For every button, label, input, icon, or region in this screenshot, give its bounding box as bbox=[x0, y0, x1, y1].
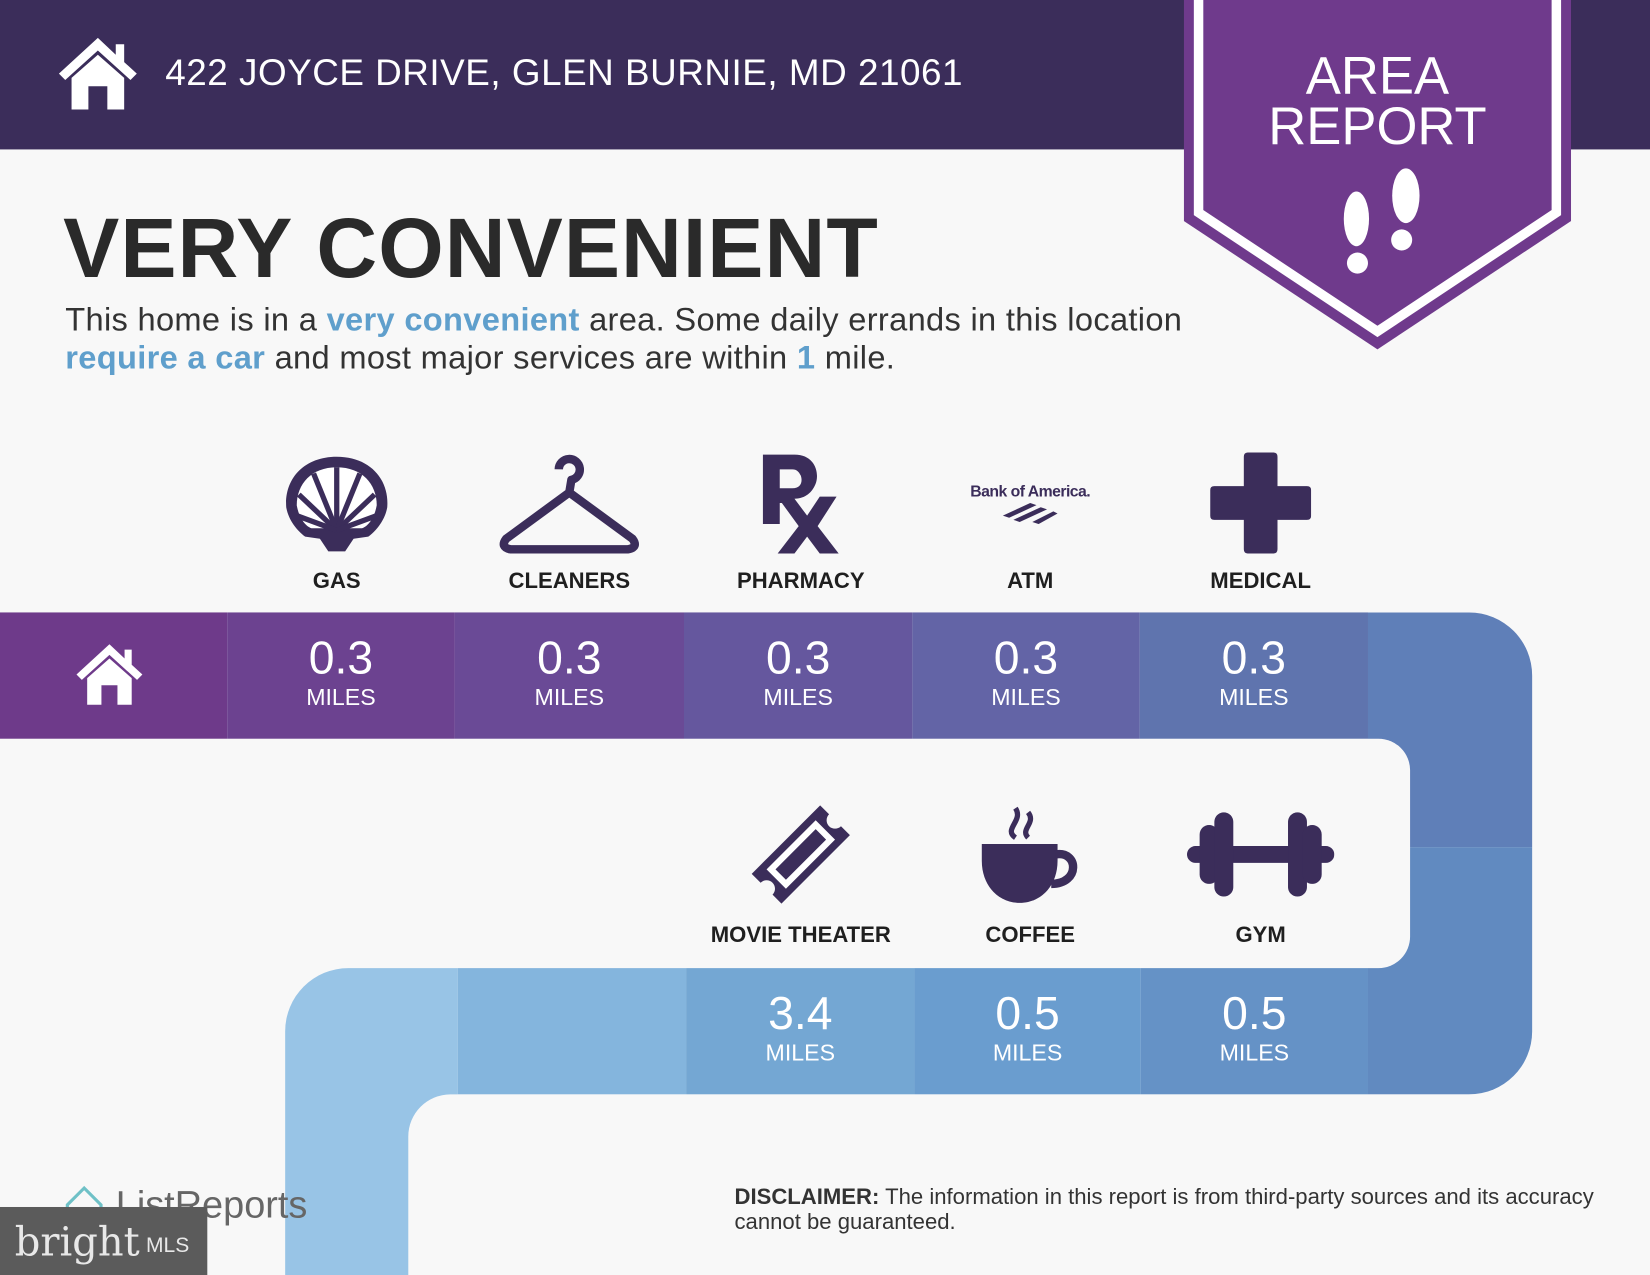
summary-part: mile. bbox=[815, 338, 896, 376]
category-label-medical: MEDICAL bbox=[1210, 569, 1311, 594]
bright-mls-watermark: bright MLS bbox=[0, 1206, 208, 1275]
coffee-cup-icon bbox=[916, 802, 1145, 907]
summary-part: and most major services are within bbox=[265, 338, 797, 376]
area-report-badge bbox=[1183, 0, 1572, 350]
distance-value: 0.3 bbox=[765, 632, 831, 684]
distance-cell-pharmacy: 0.3 MILES bbox=[683, 612, 913, 739]
distance-value: 0.5 bbox=[1222, 988, 1287, 1040]
distance-unit: MILES bbox=[991, 683, 1061, 711]
distance-unit: MILES bbox=[306, 683, 376, 711]
summary-part: This home is in a bbox=[65, 300, 327, 338]
summary-highlight: very convenient bbox=[326, 300, 580, 338]
distance-cell-movie-theater: 3.4 MILES bbox=[686, 968, 915, 1095]
category-label-gym: GYM bbox=[1235, 922, 1286, 948]
distance-cell-cleaners: 0.3 MILES bbox=[454, 612, 684, 739]
path-gap bbox=[0, 738, 1411, 969]
footprints-icon bbox=[1343, 168, 1420, 274]
distance-value: 0.3 bbox=[993, 632, 1059, 684]
disclaimer-text: The information in this report is from t… bbox=[734, 1184, 1594, 1235]
distance-value: 3.4 bbox=[768, 988, 833, 1040]
ticket-icon bbox=[686, 802, 915, 907]
badge-title: AREA REPORT bbox=[1184, 46, 1571, 156]
mls-text: MLS bbox=[145, 1234, 190, 1258]
disclaimer: DISCLAIMER: The information in this repo… bbox=[735, 1185, 1598, 1236]
distance-value: 0.3 bbox=[1221, 632, 1286, 684]
summary-part: area. Some daily errands in this locatio… bbox=[579, 300, 1183, 338]
shell-icon bbox=[222, 450, 451, 555]
category-label-pharmacy: PHARMACY bbox=[736, 569, 865, 594]
atm-logo-text: Bank of America. bbox=[970, 482, 1091, 501]
distance-unit: MILES bbox=[1219, 683, 1289, 711]
distance-unit: MILES bbox=[763, 683, 833, 711]
medical-cross-icon bbox=[1146, 450, 1375, 555]
path-gap bbox=[408, 1094, 1650, 1275]
distance-value: 0.5 bbox=[995, 988, 1060, 1040]
distance-unit: MILES bbox=[765, 1039, 836, 1066]
distance-value: 0.3 bbox=[308, 632, 374, 684]
path-segment bbox=[457, 968, 687, 1095]
rx-icon bbox=[684, 450, 913, 555]
distance-value: 0.3 bbox=[537, 632, 602, 684]
distance-cell-medical: 0.3 MILES bbox=[1139, 612, 1368, 739]
summary-highlight: 1 bbox=[796, 338, 816, 376]
category-label-cleaners: CLEANERS bbox=[508, 569, 631, 594]
property-address: 422 JOYCE DRIVE, GLEN BURNIE, MD 21061 bbox=[165, 52, 964, 94]
bright-text: bright bbox=[14, 1218, 140, 1265]
badge-line1: AREA bbox=[1305, 46, 1450, 106]
house-icon bbox=[76, 644, 143, 705]
category-label-gas: GAS bbox=[312, 569, 361, 594]
category-label-movie-theater: MOVIE THEATER bbox=[710, 922, 891, 948]
hanger-icon bbox=[455, 450, 684, 555]
distance-cell-gas: 0.3 MILES bbox=[227, 612, 455, 739]
distance-unit: MILES bbox=[1219, 1039, 1290, 1066]
distance-cell-gym: 0.5 MILES bbox=[1140, 968, 1368, 1095]
bank-of-america-logo: Bank of America. bbox=[916, 450, 1145, 555]
dumbbell-icon bbox=[1146, 802, 1375, 907]
category-label-coffee: COFFEE bbox=[985, 922, 1076, 948]
distance-cell-coffee: 0.5 MILES bbox=[914, 968, 1141, 1095]
distance-unit: MILES bbox=[992, 1039, 1063, 1066]
badge-line2: REPORT bbox=[1268, 96, 1487, 156]
distance-unit: MILES bbox=[534, 683, 605, 711]
disclaimer-label: DISCLAIMER: bbox=[734, 1184, 880, 1210]
convenience-rating: VERY CONVENIENT bbox=[63, 200, 879, 295]
distance-cell-atm: 0.3 MILES bbox=[912, 612, 1140, 739]
house-icon bbox=[58, 37, 137, 110]
summary-text: This home is in a very convenient area. … bbox=[65, 301, 1201, 377]
summary-highlight: require a car bbox=[65, 338, 266, 376]
category-label-atm: ATM bbox=[1007, 569, 1054, 594]
